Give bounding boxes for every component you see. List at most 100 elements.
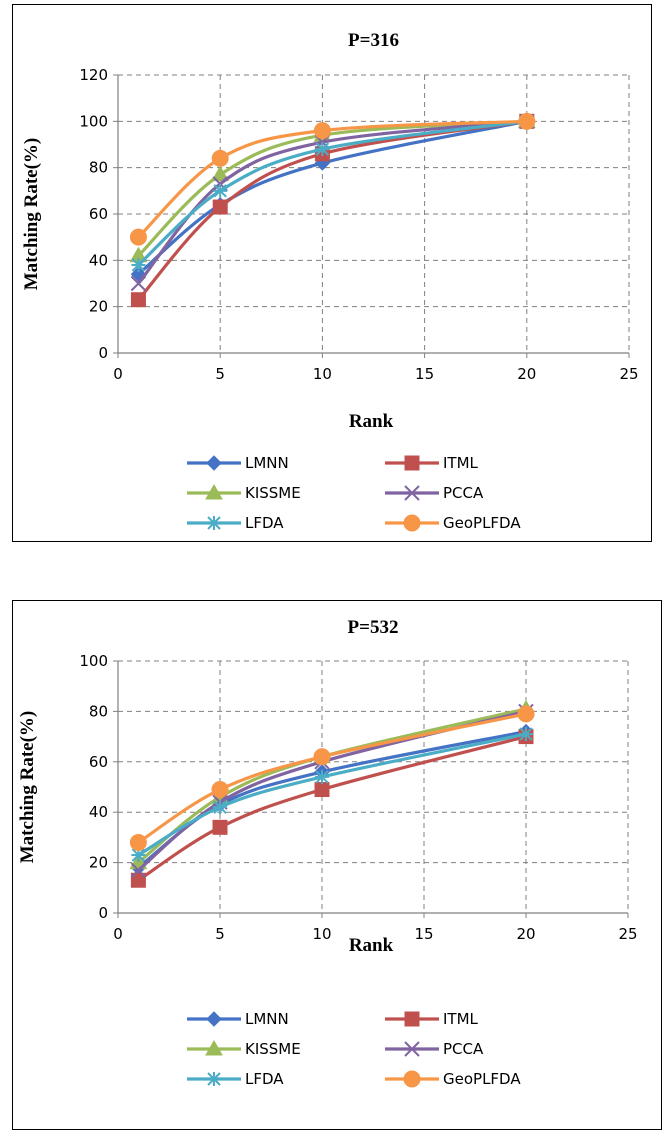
y-tick-label: 20 [89,298,108,316]
y-tick-label: 80 [89,159,108,177]
x-axis-label: Rank [349,411,394,432]
series-pcca [130,703,534,878]
y-tick-label: 100 [79,112,108,130]
data-point-lfda [213,800,227,815]
series-lmnn [130,723,534,876]
legend-item-pcca: PCCA [385,1040,484,1058]
y-tick-label: 100 [79,652,108,670]
y-tick-label: 120 [79,66,108,84]
data-point-lfda [131,257,146,272]
data-point-lfda [315,769,329,784]
legend-marker-lfda [207,1072,221,1086]
legend-item-itml: ITML [385,454,479,472]
legend-label: LFDA [245,514,284,532]
x-tick-label: 5 [215,365,225,383]
data-point-itml [212,819,228,835]
series-line-itml [137,735,527,882]
series-line-lfda [137,119,528,267]
legend-marker-geoplfda [403,514,421,532]
chart-title: P=532 [348,617,399,638]
legend-marker-lfda [207,516,221,530]
data-point-itml [212,199,228,215]
data-point-lfda [519,727,533,742]
legend: LMNN ITML KISSME PCCA LFDA GeoPLFDA [187,454,521,532]
chart-panel-p316: P=316 0 20 40 60 80 100 120 0 5 10 15 20 25 Rank Matchi… [12,4,652,542]
x-tick-label: 0 [113,925,123,943]
x-tick-label: 10 [313,365,332,383]
series-line-lfda [137,732,527,857]
legend-item-itml: ITML [385,1010,479,1028]
series-line-geoplfda [137,712,527,844]
data-point-kissme [211,165,230,182]
line-chart-p316: P=316 0 20 40 60 80 100 120 0 5 10 15 20 25 Rank Matchi… [21,30,639,532]
legend-marker-pcca [404,1041,420,1057]
legend-item-lfda: LFDA [187,1070,284,1088]
data-point-geoplfda [518,112,536,130]
y-tick-label: 60 [89,205,108,223]
data-point-itml [130,292,146,308]
x-tick-label: 15 [415,365,434,383]
legend-label: LMNN [245,1010,289,1028]
legend-marker-kissme [205,1039,223,1056]
series-lfda [131,727,533,863]
x-tick-label: 5 [215,925,225,943]
legend-item-lfda: LFDA [187,514,284,532]
series-line-geoplfda [137,119,527,239]
y-tick-label: 40 [89,803,108,821]
y-tick-label: 20 [89,854,108,872]
legend-item-geoplfda: GeoPLFDA [385,1070,521,1088]
chart-title: P=316 [348,30,399,51]
series-geoplfda [129,705,535,851]
series-line-kissme [137,707,527,864]
legend-label: PCCA [443,1040,484,1058]
legend-marker-pcca [404,485,420,501]
legend-label: LMNN [245,454,289,472]
legend-label: KISSME [245,484,301,502]
data-point-geoplfda [313,748,331,766]
gridlines [118,74,630,353]
data-point-lfda [213,183,228,198]
data-point-geoplfda [129,228,147,246]
legend-item-lmnn: LMNN [187,1010,289,1028]
y-tick-label: 60 [89,753,108,771]
y-axis-label: Matching Rate(%) [21,138,42,291]
legend-marker-geoplfda [403,1070,421,1088]
x-tick-label: 25 [618,925,637,943]
data-point-lfda [315,142,330,157]
legend-label: PCCA [443,484,484,502]
legend-marker-lmnn [206,1011,222,1027]
legend-item-lmnn: LMNN [187,454,289,472]
series-pcca [130,113,535,292]
legend-item-pcca: PCCA [385,484,484,502]
data-point-geoplfda [313,122,331,140]
series-line-pcca [137,709,527,872]
legend-item-geoplfda: GeoPLFDA [385,514,521,532]
chart-panel-p532: P=532 0 20 40 60 80 100 0 5 10 15 20 25 Rank Matching … [12,600,662,1130]
data-point-geoplfda [129,833,147,851]
series-kissme [129,112,536,263]
legend-item-kissme: KISSME [187,483,301,502]
series-line-lmnn [137,119,528,276]
x-tick-label: 0 [113,365,123,383]
legend-label: ITML [443,1010,479,1028]
legend-label: LFDA [245,1070,284,1088]
line-chart-p532: P=532 0 20 40 60 80 100 0 5 10 15 20 25 Rank Matching … [17,617,638,1088]
data-point-pcca [130,275,147,292]
legend-label: GeoPLFDA [443,514,521,532]
legend-marker-kissme [205,483,223,500]
legend-label: GeoPLFDA [443,1070,521,1088]
y-tick-label: 40 [89,251,108,269]
legend-item-kissme: KISSME [187,1039,301,1058]
data-point-geoplfda [211,149,229,167]
data-point-itml [130,872,146,888]
x-tick-label: 20 [517,365,536,383]
legend-label: KISSME [245,1040,301,1058]
x-tick-label: 25 [619,365,638,383]
legend-marker-itml [404,1011,420,1027]
data-point-pcca [130,862,147,878]
series-itml [130,729,534,888]
x-tick-label: 20 [516,925,535,943]
legend-label: ITML [443,454,479,472]
data-point-geoplfda [517,705,535,723]
legend-marker-itml [404,455,420,471]
